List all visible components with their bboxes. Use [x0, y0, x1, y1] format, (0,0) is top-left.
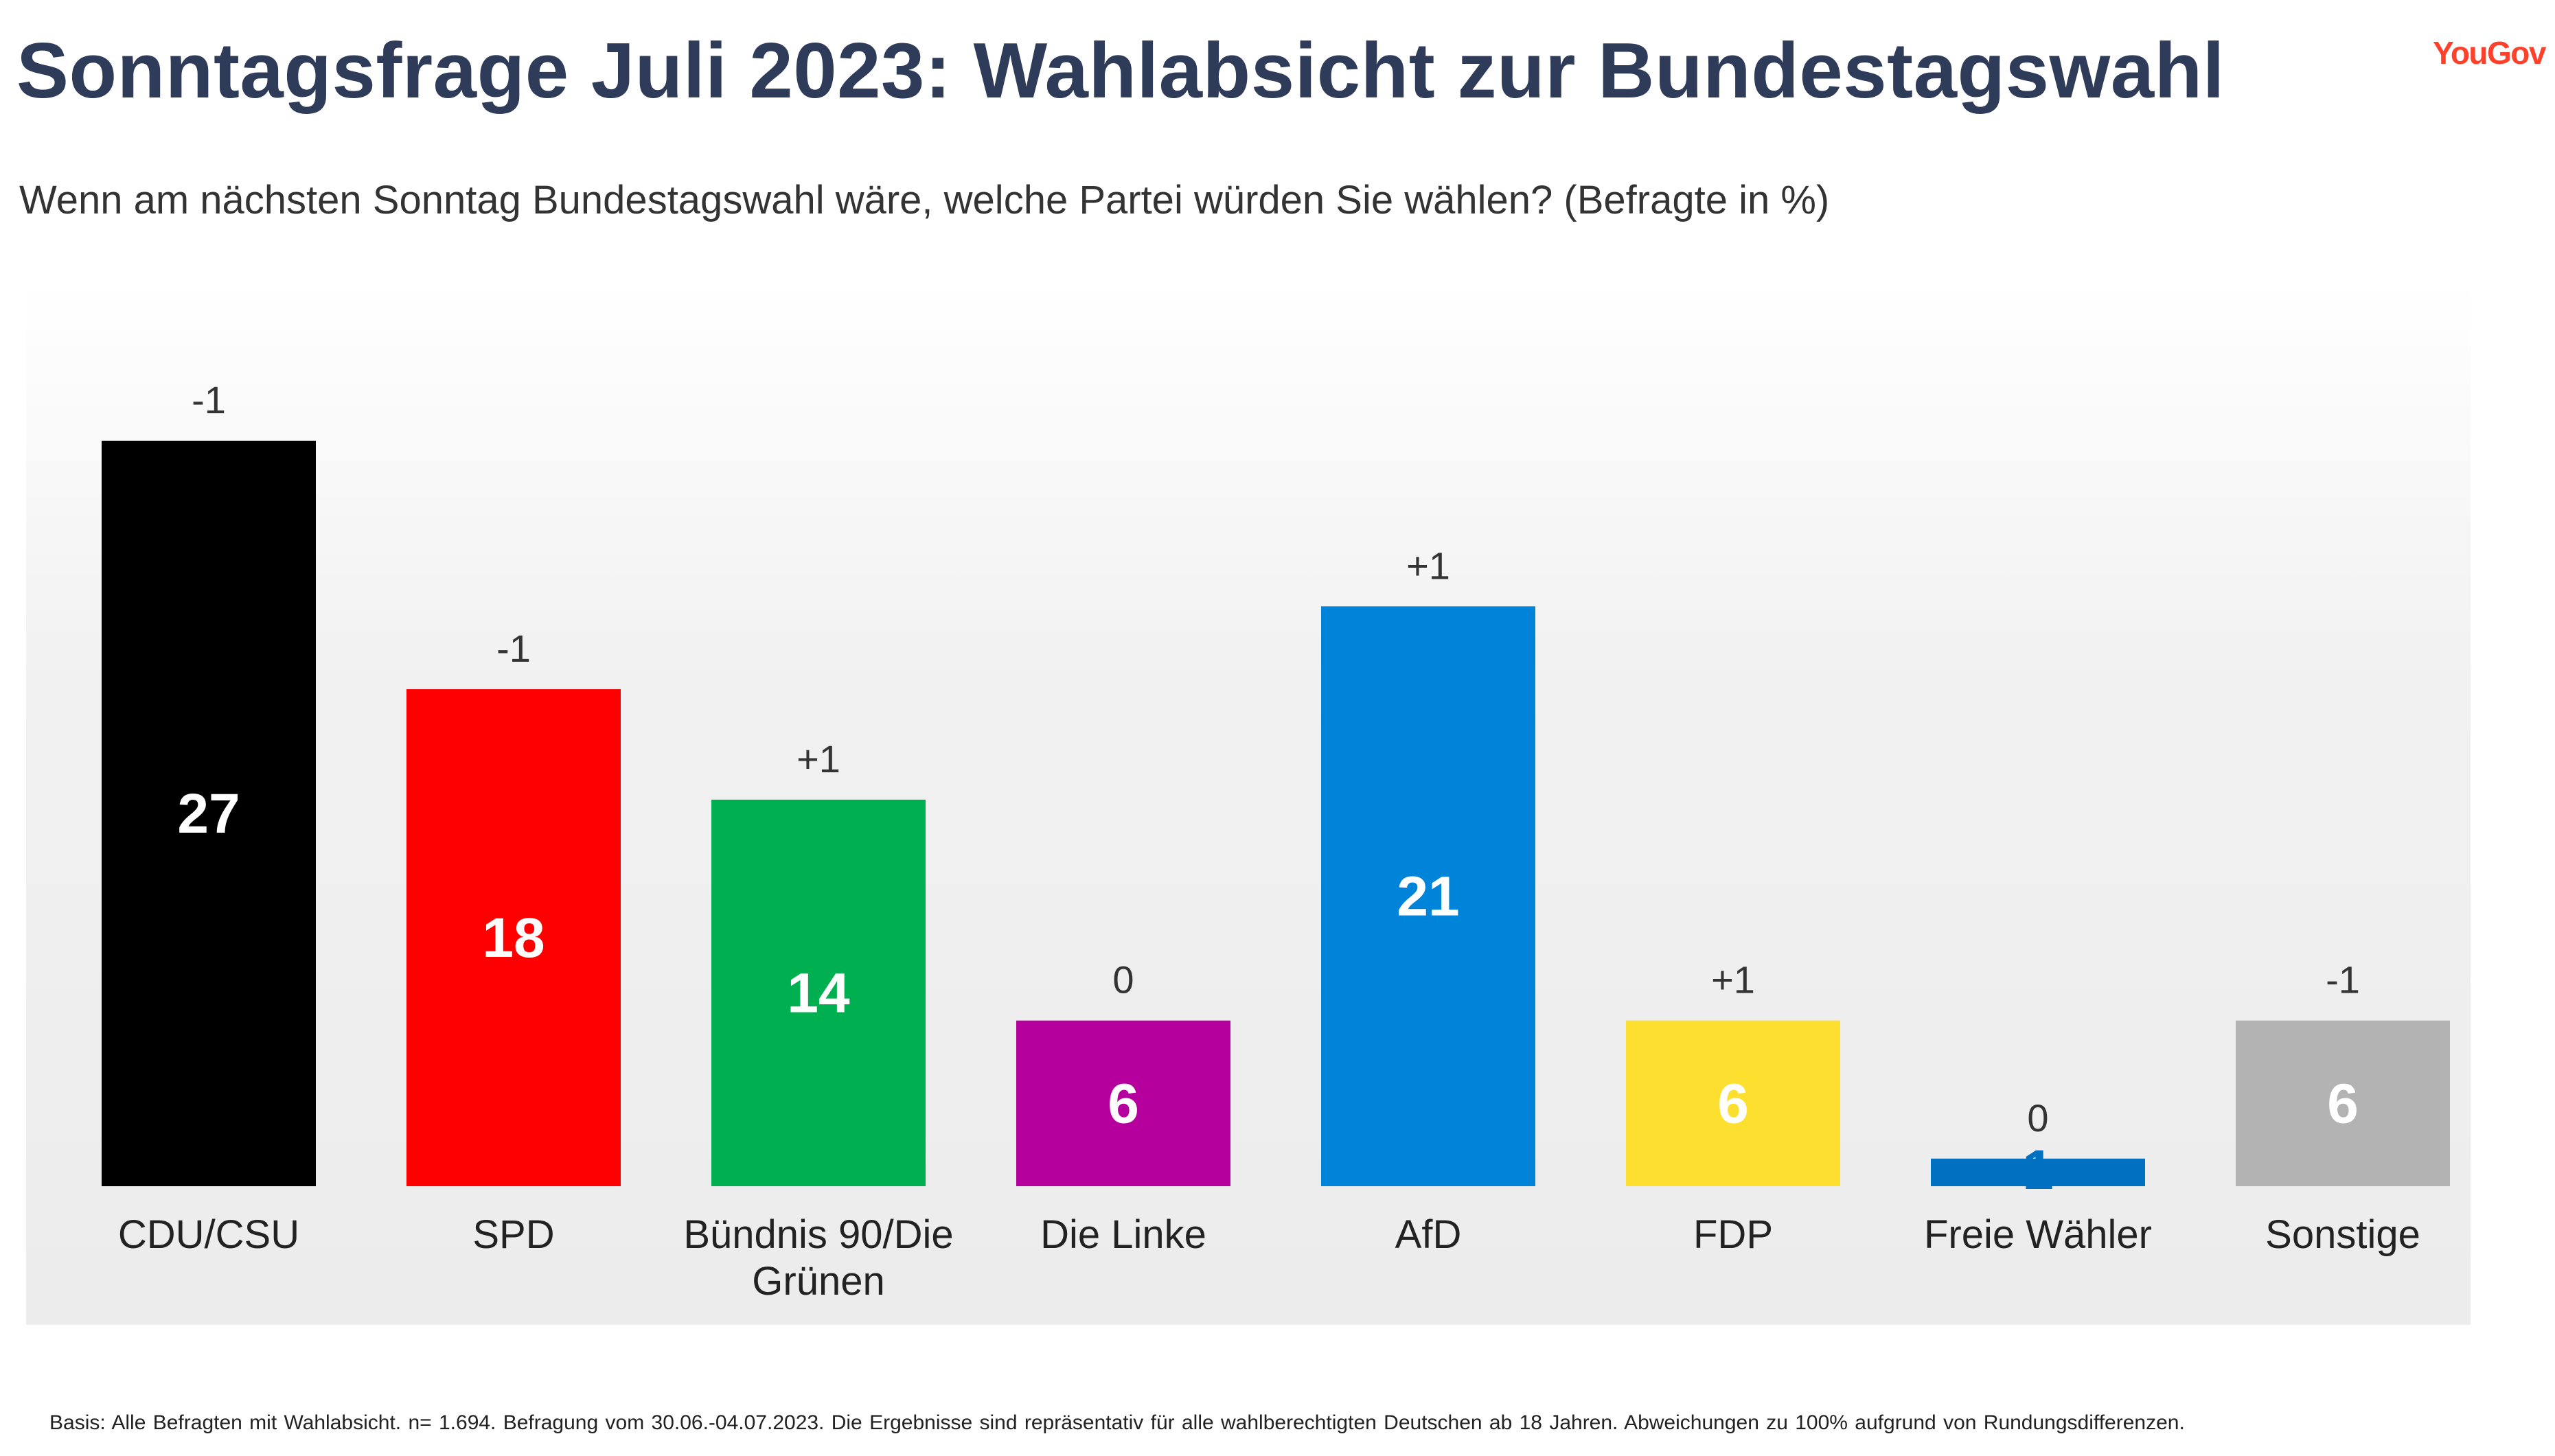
category-label-line: AfD — [1395, 1212, 1462, 1257]
change-label-sonstige: -1 — [2326, 958, 2360, 1002]
value-label-afd: 21 — [1397, 866, 1459, 928]
bar-afd — [1321, 606, 1535, 1186]
value-label-cdu-csu: 27 — [177, 783, 240, 845]
bar-spd — [406, 689, 621, 1186]
value-label-sonstige: 6 — [2327, 1072, 2359, 1135]
change-label-fdp: +1 — [1711, 958, 1755, 1002]
category-label-sonstige: Sonstige — [2265, 1212, 2420, 1257]
category-label-line: SPD — [472, 1212, 554, 1257]
category-label-line: Sonstige — [2265, 1212, 2420, 1257]
value-label-spd: 18 — [482, 907, 545, 969]
category-label-line: Grünen — [752, 1259, 884, 1304]
change-label-spd: -1 — [496, 627, 531, 670]
value-label-die-linke: 6 — [1108, 1072, 1139, 1135]
category-label-die-linke: Die Linke — [1040, 1212, 1206, 1257]
category-label-freie-waehler: Freie Wähler — [1924, 1212, 2152, 1257]
category-label-line: Freie Wähler — [1924, 1212, 2152, 1257]
bar-cdu-csu — [102, 441, 316, 1186]
value-label-buendnis-90-die-gruenen: 14 — [787, 962, 850, 1024]
change-label-die-linke: 0 — [1112, 958, 1134, 1002]
category-label-fdp: FDP — [1693, 1212, 1773, 1257]
change-label-afd: +1 — [1406, 544, 1450, 587]
bar-die-linke — [1016, 1020, 1230, 1186]
change-label-buendnis-90-die-gruenen: +1 — [797, 737, 840, 781]
yougov-logo: YouGov — [2433, 35, 2546, 71]
bar-buendnis-90-die-gruenen — [711, 799, 926, 1186]
change-label-cdu-csu: -1 — [192, 378, 226, 421]
category-label-line: Bündnis 90/Die — [683, 1212, 953, 1257]
footnote: Basis: Alle Befragten mit Wahlabsicht. n… — [49, 1411, 2185, 1434]
bar-sonstige — [2236, 1020, 2450, 1186]
category-label-afd: AfD — [1395, 1212, 1462, 1257]
category-label-line: FDP — [1693, 1212, 1773, 1257]
value-label-freie-waehler: 1 — [2022, 1139, 2054, 1201]
bar-freie-waehler — [1931, 1158, 2145, 1186]
value-label-fdp: 6 — [1717, 1072, 1749, 1135]
category-label-spd: SPD — [472, 1212, 554, 1257]
chart-subtitle: Wenn am nächsten Sonntag Bundestagswahl … — [19, 178, 1830, 222]
category-label-line: Die Linke — [1040, 1212, 1206, 1257]
category-label-buendnis-90-die-gruenen: Bündnis 90/Die Grünen — [683, 1212, 953, 1304]
change-label-freie-waehler: 0 — [2027, 1096, 2048, 1140]
bar-fdp — [1626, 1020, 1840, 1186]
category-label-cdu-csu: CDU/CSU — [118, 1212, 299, 1257]
page-title: Sonntagsfrage Juli 2023: Wahlabsicht zur… — [16, 27, 2225, 115]
category-label-line: CDU/CSU — [118, 1212, 299, 1257]
